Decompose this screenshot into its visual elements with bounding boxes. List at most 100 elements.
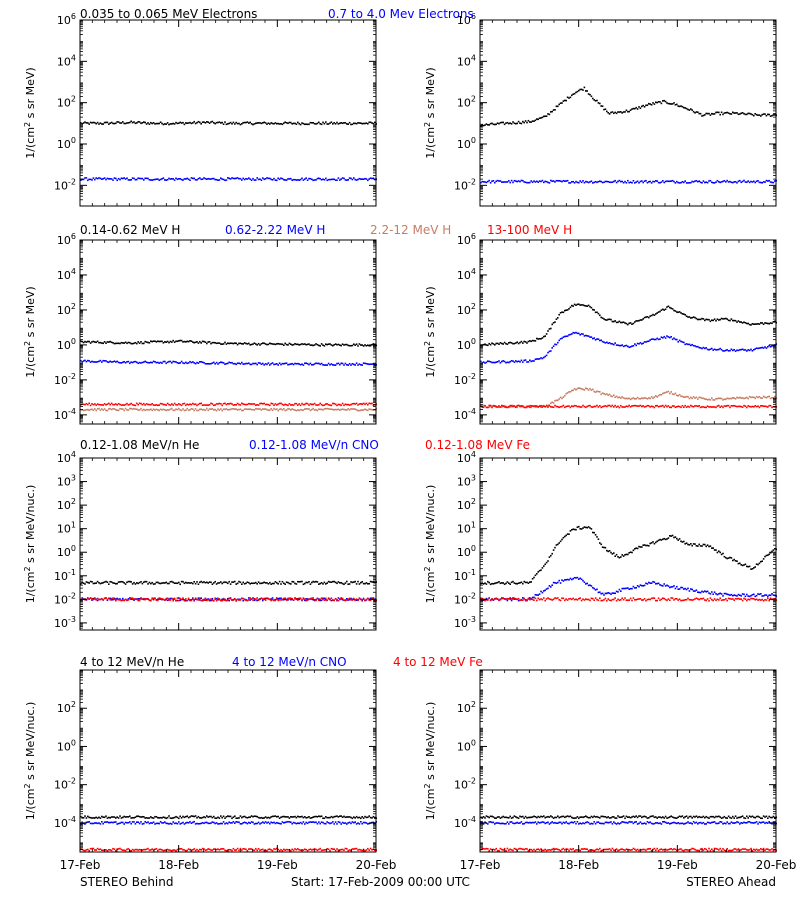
data-point [309,409,312,412]
data-point [193,403,195,406]
data-point [571,598,573,601]
series-points [480,86,777,127]
y-tick-label: 102 [57,95,76,110]
data-point [126,409,128,411]
data-point [515,180,517,182]
series-points [80,339,377,347]
series-points [480,179,777,184]
data-point [726,599,728,602]
data-point [597,538,600,540]
data-point [273,123,275,125]
data-point [348,597,351,600]
data-point [176,597,179,599]
data-point [557,317,559,319]
data-point [691,109,693,111]
data-point [88,402,90,405]
data-point [138,121,141,123]
data-point [506,181,509,183]
y-axis-title: 1/(cm2 s sr MeV) [423,286,437,377]
data-point [718,348,720,351]
data-point [622,397,625,399]
data-point [262,362,264,365]
data-point [509,341,511,344]
data-point [683,406,685,408]
data-point [264,363,267,365]
data-point [659,338,661,340]
data-point [673,102,675,104]
series-points [480,576,777,602]
data-point [81,597,83,599]
data-point [334,364,337,366]
data-point [330,404,333,407]
data-point [677,588,679,590]
data-point [323,599,326,601]
data-point [253,409,256,411]
data-point [154,340,156,342]
data-point [207,599,209,601]
data-point [306,408,309,410]
data-point [566,533,569,535]
data-point [690,181,692,184]
data-point [568,405,570,407]
data-point [529,597,531,599]
data-point [744,397,747,399]
data-point [137,403,139,406]
data-point [91,581,93,583]
data-point [182,362,184,364]
data-point [246,599,249,602]
data-point [290,177,292,180]
data-point [150,599,152,602]
data-point [488,581,490,584]
data-point [348,177,351,179]
data-point [179,403,181,406]
data-point [204,362,207,365]
data-point [94,121,96,124]
data-point [727,112,730,114]
data-point [713,182,716,184]
data-point [687,316,689,318]
data-point [697,318,699,321]
data-point [743,593,745,596]
data-point [607,394,609,396]
data-point [346,179,348,181]
data-point [88,340,90,343]
data-point [508,342,510,344]
data-point [649,103,651,105]
data-point [295,583,298,585]
data-point [161,582,163,584]
data-point [660,336,663,338]
data-point [712,113,714,115]
data-point [743,179,745,182]
data-point [620,590,622,592]
data-point [488,404,490,407]
data-point [201,599,204,601]
data-point [277,403,279,405]
data-point [89,404,92,407]
data-point [575,180,577,183]
data-point [256,583,258,585]
data-point [154,404,156,406]
data-point [757,599,759,601]
data-point [256,122,258,124]
data-point [607,318,609,321]
data-point [495,123,497,126]
data-point [136,361,138,364]
data-point [676,338,678,341]
data-point [99,598,102,601]
data-point [193,341,195,344]
data-point [712,593,714,595]
data-point [319,599,321,602]
data-point [757,114,759,116]
data-point [695,589,698,591]
data-point [235,583,237,585]
data-point [225,581,228,584]
data-point [666,405,668,408]
data-point [645,316,647,318]
data-point [690,543,692,545]
data-point [161,362,163,364]
data-point [771,397,773,399]
data-point [496,598,499,600]
data-point [702,406,705,408]
data-point [291,404,293,406]
data-point [615,395,618,398]
